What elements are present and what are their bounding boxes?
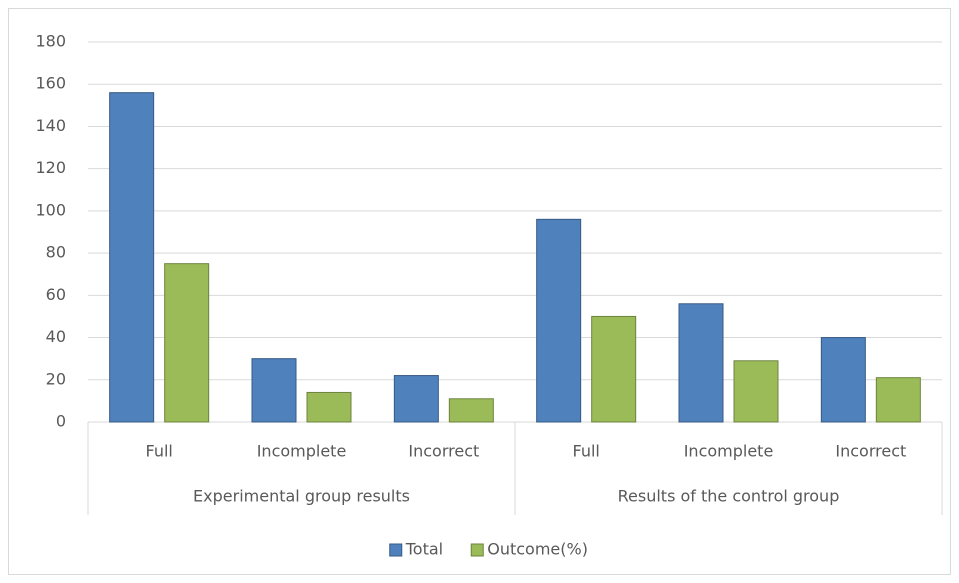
bar xyxy=(109,92,155,423)
bar xyxy=(733,360,779,423)
y-tick-label: 60 xyxy=(46,285,66,304)
x-tick-label: Incomplete xyxy=(257,442,347,461)
y-tick-label: 80 xyxy=(46,243,66,262)
bar xyxy=(591,315,637,423)
y-tick-label: 160 xyxy=(35,74,66,93)
y-tick-label: 180 xyxy=(35,32,66,51)
bar xyxy=(448,398,494,423)
group-label: Results of the control group xyxy=(618,487,840,506)
bar xyxy=(164,263,210,423)
bar xyxy=(820,337,866,423)
y-tick-label: 100 xyxy=(35,200,66,219)
y-tick-label: 120 xyxy=(35,158,66,177)
legend-label: Total xyxy=(405,540,443,559)
group-label: Experimental group results xyxy=(193,487,410,506)
y-tick-label: 0 xyxy=(56,412,66,431)
x-tick-label: Full xyxy=(145,442,172,461)
legend-label: Outcome(%) xyxy=(487,540,588,559)
legend-swatch xyxy=(470,543,484,557)
bar xyxy=(678,303,724,423)
bar xyxy=(875,377,921,423)
x-tick-label: Full xyxy=(572,442,599,461)
bar xyxy=(393,375,439,423)
y-tick-label: 40 xyxy=(46,327,66,346)
y-tick-label: 140 xyxy=(35,116,66,135)
x-tick-label: Incorrect xyxy=(408,442,479,461)
y-tick-label: 20 xyxy=(46,369,66,388)
x-tick-label: Incomplete xyxy=(684,442,774,461)
legend-swatch xyxy=(389,543,403,557)
bar xyxy=(251,358,297,423)
x-tick-label: Incorrect xyxy=(835,442,906,461)
bar xyxy=(536,218,582,423)
bar xyxy=(306,391,352,423)
